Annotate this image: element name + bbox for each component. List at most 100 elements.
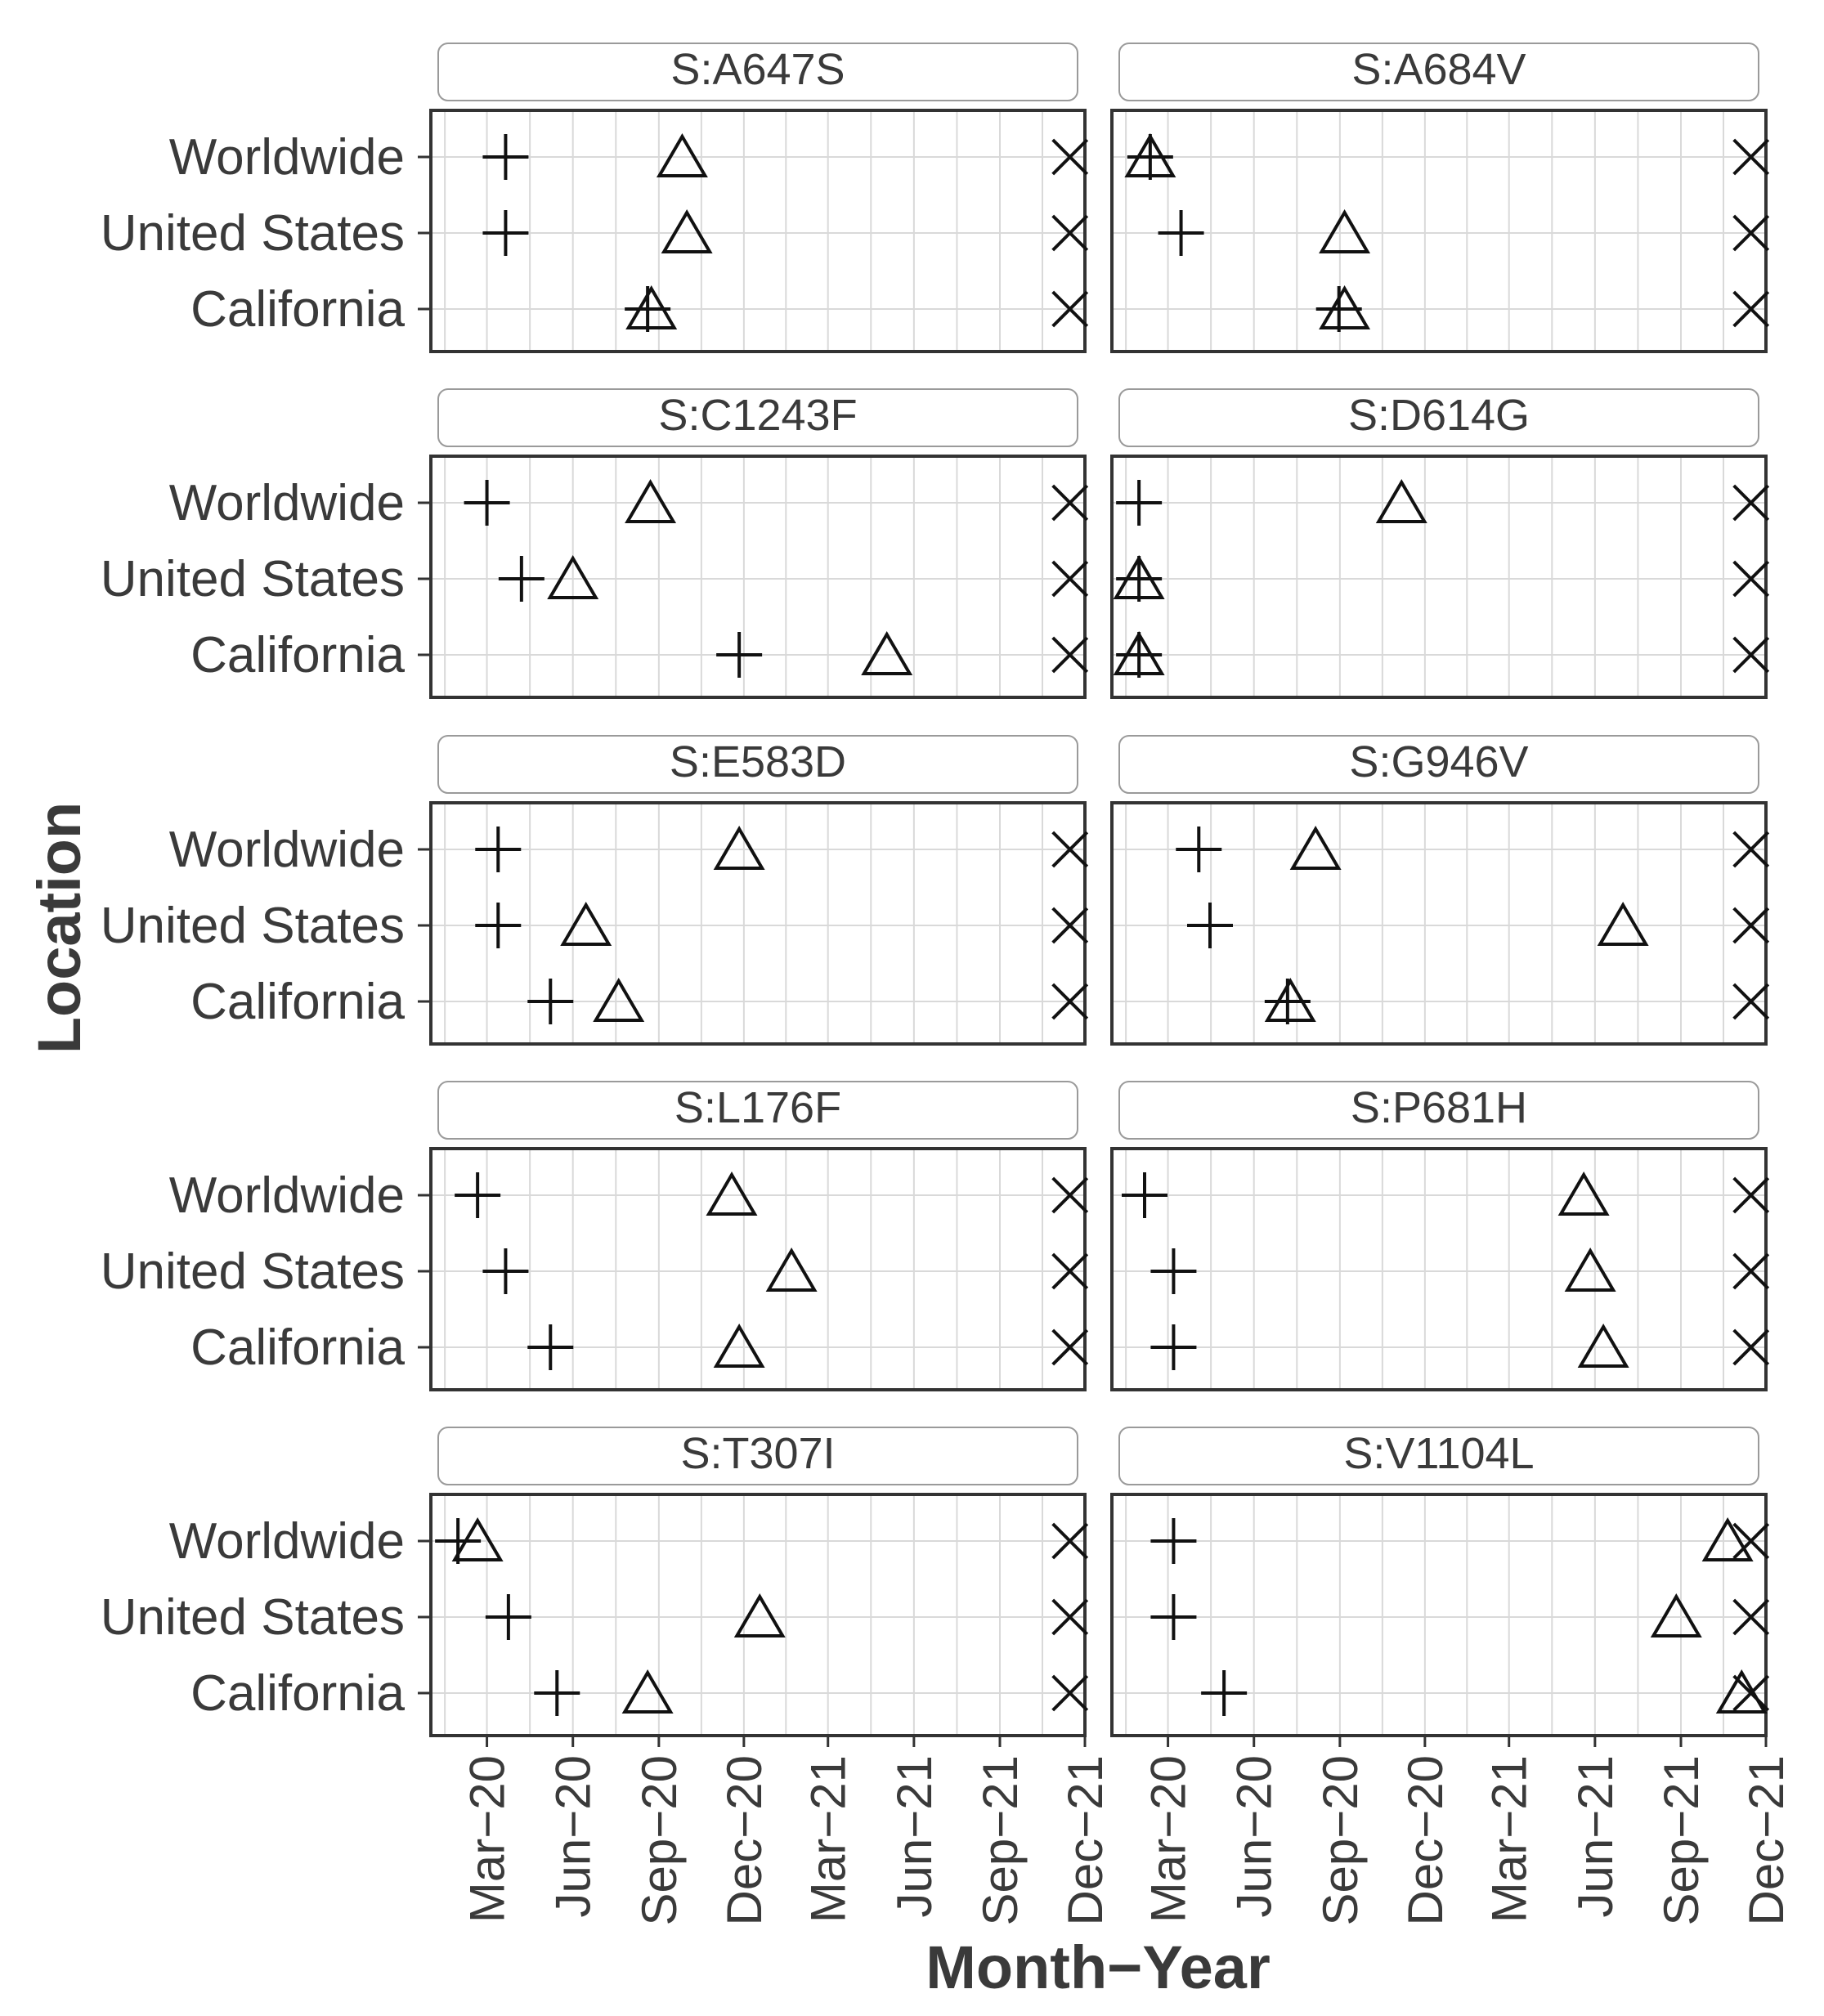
facet-strip bbox=[1118, 1427, 1759, 1485]
x-tick-label: Dec−21 bbox=[1058, 1755, 1113, 1925]
facet-title: S:C1243F bbox=[658, 391, 857, 440]
x-marker bbox=[1732, 1598, 1770, 1636]
facet-title: S:T307I bbox=[680, 1429, 835, 1478]
triangle-marker bbox=[1289, 826, 1342, 870]
plus-marker bbox=[1122, 1172, 1167, 1218]
plus-marker bbox=[498, 556, 545, 602]
facet-title: S:A647S bbox=[670, 45, 845, 94]
facet-strip bbox=[437, 735, 1078, 794]
facet-strip bbox=[437, 43, 1078, 101]
panel-frame bbox=[1110, 1493, 1768, 1737]
triangle-marker bbox=[713, 1324, 765, 1368]
plus-marker bbox=[716, 632, 763, 678]
x-marker bbox=[1732, 831, 1770, 868]
x-tick-label: Dec−20 bbox=[1398, 1755, 1453, 1925]
facet-strip bbox=[1118, 735, 1759, 794]
x-marker bbox=[1732, 214, 1770, 252]
triangle-marker bbox=[625, 285, 678, 329]
x-tick-label: Mar−20 bbox=[460, 1755, 515, 1923]
plus-marker bbox=[485, 1594, 531, 1640]
triangle-marker bbox=[656, 133, 708, 177]
x-tick-label: Sep−20 bbox=[1313, 1755, 1368, 1926]
x-marker bbox=[1051, 214, 1089, 252]
plus-marker bbox=[1116, 480, 1163, 526]
facet-strip bbox=[1118, 1081, 1759, 1140]
panel-frame bbox=[1110, 455, 1768, 699]
y-tick-label: California bbox=[190, 974, 405, 1030]
x-tick-label: Dec−21 bbox=[1739, 1755, 1794, 1925]
x-marker bbox=[1732, 636, 1770, 674]
plus-marker bbox=[1158, 210, 1204, 256]
plus-marker bbox=[1150, 1518, 1197, 1564]
facet-title: S:G946V bbox=[1349, 737, 1528, 786]
plus-marker bbox=[1127, 134, 1173, 180]
panel-frame bbox=[429, 1147, 1087, 1391]
triangle-marker bbox=[1264, 978, 1316, 1022]
plus-marker bbox=[1176, 827, 1222, 872]
facet-title: S:D614G bbox=[1348, 391, 1530, 440]
panel-frame bbox=[1110, 109, 1768, 353]
plus-marker bbox=[527, 1324, 574, 1370]
x-marker bbox=[1732, 290, 1770, 328]
x-marker bbox=[1051, 983, 1089, 1020]
x-marker bbox=[1732, 983, 1770, 1020]
triangle-marker bbox=[1375, 479, 1427, 523]
triangle-marker bbox=[661, 209, 713, 253]
x-marker bbox=[1732, 1522, 1770, 1560]
x-marker bbox=[1051, 831, 1089, 868]
triangle-marker bbox=[1319, 209, 1371, 253]
facet-title: S:E583D bbox=[670, 737, 846, 786]
x-marker bbox=[1732, 1252, 1770, 1290]
panel-frame bbox=[1110, 801, 1768, 1046]
triangle-marker bbox=[765, 1248, 818, 1292]
plus-marker bbox=[1201, 1670, 1248, 1716]
triangle-marker bbox=[547, 555, 599, 599]
triangle-marker bbox=[1124, 133, 1176, 177]
panel-frame bbox=[429, 1493, 1087, 1737]
triangle-marker bbox=[706, 1172, 758, 1216]
x-tick-label: Jun−21 bbox=[1568, 1755, 1623, 1918]
facet-strip bbox=[1118, 388, 1759, 447]
x-tick-label: Dec−20 bbox=[717, 1755, 772, 1925]
plus-marker bbox=[482, 210, 529, 256]
y-tick-label: United States bbox=[101, 551, 405, 607]
facet-strip bbox=[437, 388, 1078, 447]
triangle-marker bbox=[621, 1669, 674, 1714]
facet-strip bbox=[437, 1081, 1078, 1140]
triangle-marker bbox=[593, 978, 645, 1022]
x-tick-label: Jun−20 bbox=[1227, 1755, 1282, 1918]
y-tick-label: California bbox=[190, 281, 405, 338]
y-tick-label: United States bbox=[101, 205, 405, 262]
x-marker bbox=[1051, 138, 1089, 176]
x-tick-label: Sep−20 bbox=[632, 1755, 687, 1926]
plus-marker bbox=[475, 827, 522, 872]
y-tick-label: California bbox=[190, 627, 405, 683]
plus-marker bbox=[482, 134, 529, 180]
plus-marker bbox=[534, 1670, 580, 1716]
y-tick-label: Worldwide bbox=[169, 129, 405, 186]
triangle-marker bbox=[713, 826, 765, 870]
panel-frame bbox=[429, 109, 1087, 353]
x-marker bbox=[1051, 636, 1089, 674]
y-tick-label: Worldwide bbox=[169, 1167, 405, 1224]
triangle-marker bbox=[1650, 1593, 1702, 1637]
triangle-marker bbox=[1597, 902, 1649, 946]
plus-marker bbox=[1150, 1248, 1197, 1294]
triangle-marker bbox=[1564, 1248, 1616, 1292]
y-tick-label: Worldwide bbox=[169, 822, 405, 878]
x-marker bbox=[1051, 907, 1089, 944]
plus-marker bbox=[475, 903, 522, 948]
x-tick-label: Mar−21 bbox=[1482, 1755, 1537, 1923]
y-tick-label: California bbox=[190, 1319, 405, 1376]
x-marker bbox=[1732, 907, 1770, 944]
x-marker bbox=[1051, 484, 1089, 522]
plus-marker bbox=[1150, 1594, 1197, 1640]
plus-marker bbox=[464, 480, 510, 526]
triangle-marker bbox=[1557, 1172, 1610, 1216]
x-marker bbox=[1051, 1598, 1089, 1636]
x-marker bbox=[1051, 290, 1089, 328]
x-marker bbox=[1732, 138, 1770, 176]
facet-strip bbox=[1118, 43, 1759, 101]
